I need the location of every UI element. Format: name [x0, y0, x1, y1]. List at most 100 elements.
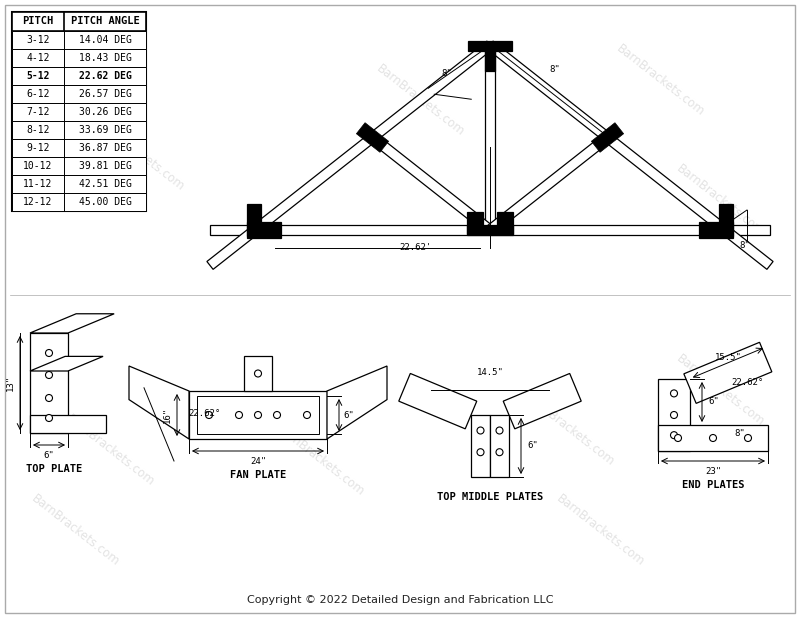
- Polygon shape: [370, 133, 493, 234]
- Text: BarnBrackets.com: BarnBrackets.com: [63, 412, 157, 488]
- Text: 36.87 DEG: 36.87 DEG: [78, 143, 131, 153]
- Text: 6": 6": [528, 441, 538, 451]
- Bar: [12, 85, 146, 103]
- Text: BarnBrackets.com: BarnBrackets.com: [674, 352, 766, 428]
- Circle shape: [710, 434, 717, 441]
- Bar: [197, 396, 319, 434]
- Circle shape: [477, 427, 484, 434]
- Text: 6": 6": [709, 397, 719, 407]
- Text: 6-12: 6-12: [26, 89, 50, 99]
- Circle shape: [46, 415, 53, 421]
- Text: 14.04 DEG: 14.04 DEG: [78, 35, 131, 45]
- Text: 24": 24": [250, 457, 266, 465]
- Text: 11-12: 11-12: [23, 179, 53, 189]
- Polygon shape: [207, 226, 258, 269]
- Text: BarnBrackets.com: BarnBrackets.com: [674, 162, 766, 239]
- Text: 9-12: 9-12: [26, 143, 50, 153]
- Text: BarnBrackets.com: BarnBrackets.com: [614, 41, 706, 118]
- Text: 22.62°: 22.62°: [188, 408, 220, 418]
- Polygon shape: [398, 373, 477, 429]
- Bar: [12, 67, 146, 85]
- Polygon shape: [30, 314, 114, 333]
- Text: 8": 8": [734, 428, 746, 438]
- Bar: [658, 425, 768, 451]
- Polygon shape: [591, 123, 624, 152]
- Text: 42.51 DEG: 42.51 DEG: [78, 179, 131, 189]
- Polygon shape: [487, 133, 610, 234]
- Polygon shape: [485, 49, 495, 72]
- Text: 22.62': 22.62': [399, 243, 431, 253]
- Text: BarnBrackets.com: BarnBrackets.com: [94, 117, 186, 193]
- Text: Copyright © 2022 Detailed Design and Fabrication LLC: Copyright © 2022 Detailed Design and Fab…: [246, 595, 554, 605]
- Bar: [490, 415, 509, 477]
- Circle shape: [496, 427, 503, 434]
- Circle shape: [745, 434, 751, 441]
- Circle shape: [274, 412, 281, 418]
- Bar: [471, 415, 490, 477]
- Polygon shape: [327, 366, 387, 439]
- Bar: [12, 175, 146, 193]
- Polygon shape: [722, 226, 773, 269]
- Text: 7-12: 7-12: [26, 107, 50, 117]
- Text: 13": 13": [6, 375, 14, 391]
- Text: 12-12: 12-12: [23, 197, 53, 207]
- Circle shape: [206, 412, 213, 418]
- Polygon shape: [719, 204, 733, 236]
- Polygon shape: [30, 357, 103, 371]
- Text: 33.69 DEG: 33.69 DEG: [78, 125, 131, 135]
- Circle shape: [670, 431, 678, 439]
- Text: 8": 8": [441, 69, 452, 78]
- Text: 18.43 DEG: 18.43 DEG: [78, 53, 131, 63]
- Text: PITCH ANGLE: PITCH ANGLE: [70, 17, 139, 27]
- Text: BarnBrackets.com: BarnBrackets.com: [29, 492, 122, 569]
- Polygon shape: [356, 123, 389, 152]
- Text: TOP PLATE: TOP PLATE: [26, 464, 82, 474]
- Text: 16": 16": [162, 407, 171, 423]
- Circle shape: [254, 370, 262, 377]
- Text: 5-12: 5-12: [26, 71, 50, 81]
- Circle shape: [46, 394, 53, 402]
- Polygon shape: [485, 45, 495, 230]
- Text: 6": 6": [44, 451, 54, 460]
- Text: 10-12: 10-12: [23, 161, 53, 171]
- Text: BarnBrackets.com: BarnBrackets.com: [554, 492, 646, 569]
- Bar: [12, 103, 146, 121]
- Text: 8-12: 8-12: [26, 125, 50, 135]
- Circle shape: [496, 449, 503, 455]
- Text: 26.57 DEG: 26.57 DEG: [78, 89, 131, 99]
- Bar: [12, 121, 146, 139]
- Text: 8": 8": [550, 66, 560, 75]
- Text: BarnBrackets.com: BarnBrackets.com: [374, 62, 466, 138]
- Bar: [12, 12, 146, 31]
- Polygon shape: [487, 41, 728, 234]
- Bar: [12, 12, 146, 211]
- Circle shape: [254, 412, 262, 418]
- Circle shape: [303, 412, 310, 418]
- Text: 22.62 DEG: 22.62 DEG: [78, 71, 131, 81]
- Polygon shape: [252, 41, 493, 234]
- Text: 14.5": 14.5": [477, 368, 503, 377]
- Bar: [244, 356, 272, 391]
- Polygon shape: [247, 204, 261, 236]
- Bar: [189, 391, 327, 439]
- Text: 30.26 DEG: 30.26 DEG: [78, 107, 131, 117]
- Polygon shape: [129, 366, 189, 439]
- Circle shape: [670, 390, 678, 397]
- Bar: [30, 333, 68, 433]
- Circle shape: [46, 371, 53, 378]
- Polygon shape: [247, 222, 281, 238]
- Text: BarnBrackets.com: BarnBrackets.com: [274, 421, 366, 498]
- Circle shape: [670, 412, 678, 418]
- Text: 3-12: 3-12: [26, 35, 50, 45]
- Circle shape: [477, 449, 484, 455]
- Polygon shape: [466, 212, 483, 234]
- Text: 45.00 DEG: 45.00 DEG: [78, 197, 131, 207]
- Polygon shape: [684, 342, 772, 404]
- Bar: [658, 379, 690, 451]
- Circle shape: [235, 412, 242, 418]
- Bar: [12, 157, 146, 175]
- Text: FAN PLATE: FAN PLATE: [230, 470, 286, 480]
- Text: 8": 8": [740, 242, 750, 250]
- Polygon shape: [466, 225, 514, 235]
- Circle shape: [46, 350, 53, 357]
